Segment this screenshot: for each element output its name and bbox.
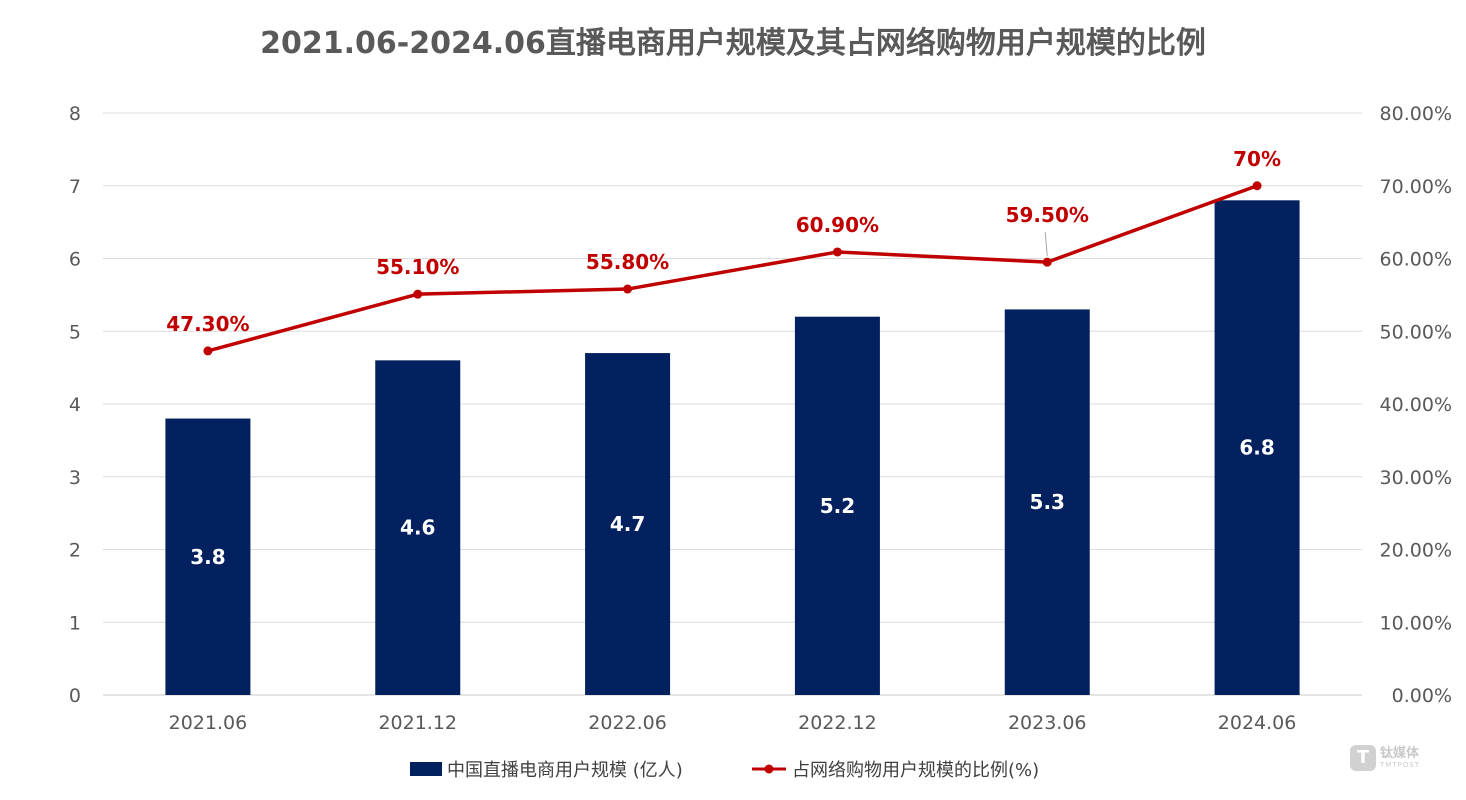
chart-title: 2021.06-2024.06直播电商用户规模及其占网络购物用户规模的比例 bbox=[260, 26, 1206, 61]
x-tick-label: 2023.06 bbox=[1008, 712, 1087, 734]
watermark-en: TMTPOST bbox=[1380, 761, 1421, 769]
left-tick-label: 8 bbox=[69, 103, 81, 125]
bar-series: 3.8 4.6 4.7 5.2 5.3 6.8 bbox=[165, 200, 1300, 696]
line-data-label: 70% bbox=[1233, 147, 1281, 171]
line-data-label: 60.90% bbox=[796, 213, 879, 237]
right-axis: 0.00% 10.00% 20.00% 30.00% 40.00% 50.00% 60.00… bbox=[1380, 103, 1452, 707]
watermark-cn: 钛媒体 bbox=[1380, 746, 1420, 761]
right-tick-label: 50.00% bbox=[1380, 321, 1452, 343]
right-tick-label: 40.00% bbox=[1380, 394, 1452, 416]
left-axis: 0 1 2 3 4 5 6 7 8 bbox=[69, 103, 81, 707]
line-point bbox=[413, 289, 423, 299]
right-tick-label: 20.00% bbox=[1380, 540, 1452, 562]
left-tick-label: 7 bbox=[69, 176, 81, 198]
line-data-label: 55.80% bbox=[586, 250, 669, 274]
bar bbox=[585, 353, 671, 695]
line-series: 47.30% 55.10% 55.80% 60.90% 59.50% 70% bbox=[166, 147, 1281, 356]
x-tick-label: 2021.06 bbox=[169, 712, 248, 734]
x-tick-label: 2021.12 bbox=[378, 712, 457, 734]
watermark: T 钛媒体 TMTPOST bbox=[1350, 742, 1430, 774]
left-tick-label: 5 bbox=[69, 321, 81, 343]
line-data-label: 47.30% bbox=[166, 312, 249, 336]
bar-data-label: 5.3 bbox=[1030, 490, 1065, 514]
bar bbox=[375, 360, 461, 695]
legend-line-marker bbox=[764, 764, 774, 774]
legend-bar-swatch bbox=[410, 762, 442, 776]
bar-data-label: 5.2 bbox=[820, 494, 855, 518]
left-tick-label: 0 bbox=[69, 685, 81, 707]
line-data-label: 55.10% bbox=[376, 255, 459, 279]
x-axis: 2021.06 2021.12 2022.06 2022.12 2023.06 2024.… bbox=[169, 712, 1297, 734]
legend-bar-label: 中国直播电商用户规模 (亿人) bbox=[447, 760, 683, 781]
legend-line-label: 占网络购物用户规模的比例(%) bbox=[792, 760, 1039, 781]
bar-data-label: 3.8 bbox=[190, 545, 225, 569]
x-tick-label: 2024.06 bbox=[1218, 712, 1297, 734]
bar-data-label: 4.6 bbox=[400, 516, 435, 540]
legend: 中国直播电商用户规模 (亿人) 占网络购物用户规模的比例(%) bbox=[410, 760, 1039, 781]
line-point bbox=[623, 284, 633, 294]
left-tick-label: 6 bbox=[69, 249, 81, 271]
leader-line bbox=[1044, 232, 1048, 257]
left-tick-label: 3 bbox=[69, 467, 81, 489]
left-tick-label: 2 bbox=[69, 540, 81, 562]
x-tick-label: 2022.06 bbox=[588, 712, 667, 734]
left-tick-label: 1 bbox=[69, 612, 81, 634]
right-tick-label: 30.00% bbox=[1380, 467, 1452, 489]
line-point bbox=[832, 247, 842, 257]
right-tick-label: 70.00% bbox=[1380, 176, 1452, 198]
bar bbox=[1214, 200, 1300, 696]
tmtpost-logo-icon: T bbox=[1350, 745, 1376, 771]
line-path bbox=[207, 184, 1258, 353]
line-point bbox=[203, 346, 213, 356]
x-tick-label: 2022.12 bbox=[798, 712, 877, 734]
bar bbox=[165, 418, 251, 695]
bar bbox=[794, 316, 880, 695]
right-tick-label: 60.00% bbox=[1380, 249, 1452, 271]
line-point bbox=[1042, 257, 1052, 267]
bar-data-label: 4.7 bbox=[610, 512, 645, 536]
right-tick-label: 0.00% bbox=[1392, 685, 1452, 707]
line-data-label: 59.50% bbox=[1006, 203, 1089, 227]
line-point bbox=[1252, 181, 1262, 191]
gridlines bbox=[103, 112, 1362, 696]
right-tick-label: 80.00% bbox=[1380, 103, 1452, 125]
right-tick-label: 10.00% bbox=[1380, 612, 1452, 634]
bar bbox=[1004, 309, 1090, 695]
left-tick-label: 4 bbox=[69, 394, 81, 416]
bar-data-label: 6.8 bbox=[1239, 436, 1274, 460]
